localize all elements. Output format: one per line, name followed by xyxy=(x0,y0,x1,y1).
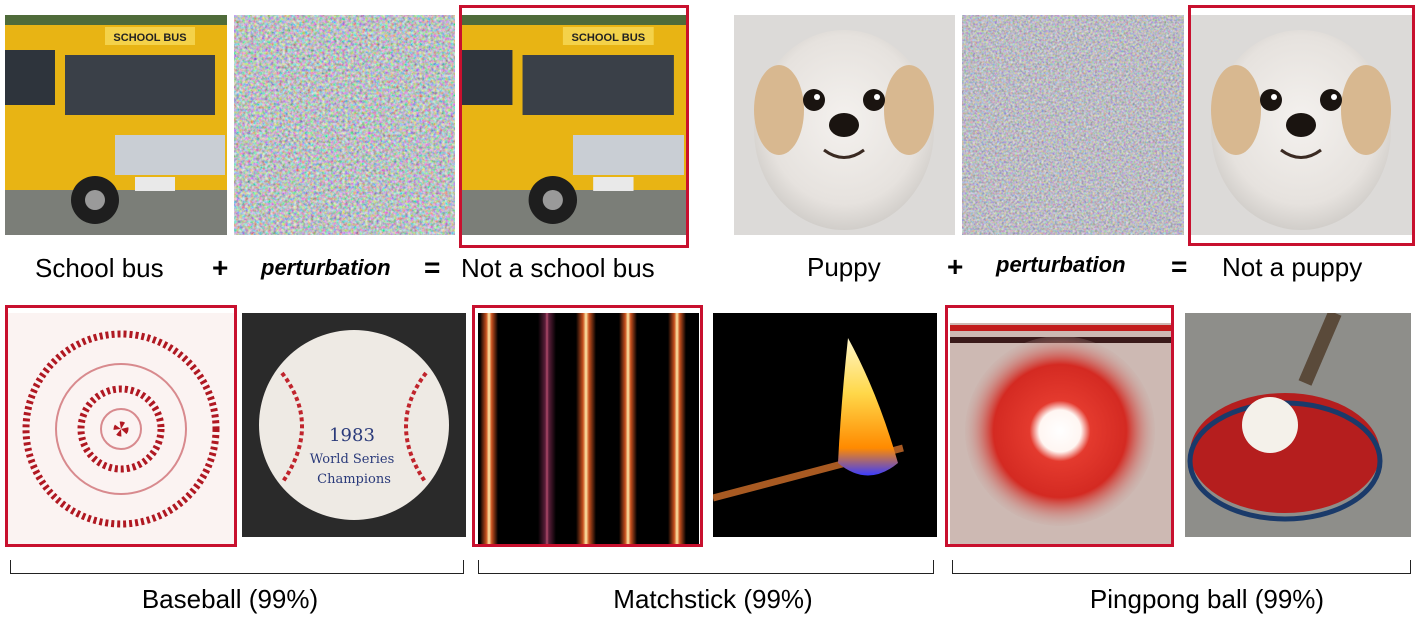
adversarial-school-bus-image: SCHOOL BUS xyxy=(462,15,686,235)
pingpong-photo-image xyxy=(1185,313,1411,537)
not-school-bus-caption: Not a school bus xyxy=(461,253,655,283)
baseball-caption: Baseball (99%) xyxy=(141,584,319,614)
not-puppy-caption: Not a puppy xyxy=(1222,252,1363,282)
school-bus-image: SCHOOL BUS xyxy=(5,15,227,235)
baseball-group-bracket xyxy=(10,560,464,574)
plus-sign: + xyxy=(212,252,229,283)
equals-sign: = xyxy=(424,252,441,283)
matchstick-photo-image xyxy=(713,313,937,537)
puppy-image xyxy=(734,15,955,235)
plus-sign: + xyxy=(947,251,964,282)
baseball-photo-image: 1983 World Series Champions xyxy=(242,313,466,537)
baseball-pattern-image xyxy=(8,313,235,545)
school-bus-caption: School bus xyxy=(35,253,164,283)
result-highlight-frame xyxy=(1188,5,1415,246)
pingpong-pattern-image xyxy=(950,313,1171,545)
svg-text:Champions: Champions xyxy=(317,472,391,487)
equals-sign: = xyxy=(1171,251,1188,282)
puppy-perturbation-noise-image xyxy=(962,15,1184,235)
pingpong-group-bracket xyxy=(952,560,1411,574)
matchstick-caption: Matchstick (99%) xyxy=(613,584,813,614)
matchstick-group-bracket xyxy=(478,560,934,574)
svg-text:World Series: World Series xyxy=(310,452,394,467)
matchstick-pattern-highlight-frame xyxy=(472,305,703,547)
baseball-pattern-highlight-frame xyxy=(5,305,237,547)
perturbation-noise-image xyxy=(234,15,455,235)
result-highlight-frame xyxy=(459,5,689,248)
pingpong-caption: Pingpong ball (99%) xyxy=(1089,584,1325,614)
svg-text:1983: 1983 xyxy=(329,425,375,446)
perturbation-caption: perturbation xyxy=(261,255,391,280)
adversarial-puppy-image xyxy=(1191,15,1412,235)
svg-text:SCHOOL BUS: SCHOOL BUS xyxy=(113,32,186,44)
perturbation-caption: perturbation xyxy=(996,252,1126,277)
matchstick-pattern-image xyxy=(478,313,699,545)
puppy-caption: Puppy xyxy=(807,252,881,282)
svg-text:SCHOOL BUS: SCHOOL BUS xyxy=(571,32,645,44)
pingpong-pattern-highlight-frame xyxy=(945,305,1174,547)
